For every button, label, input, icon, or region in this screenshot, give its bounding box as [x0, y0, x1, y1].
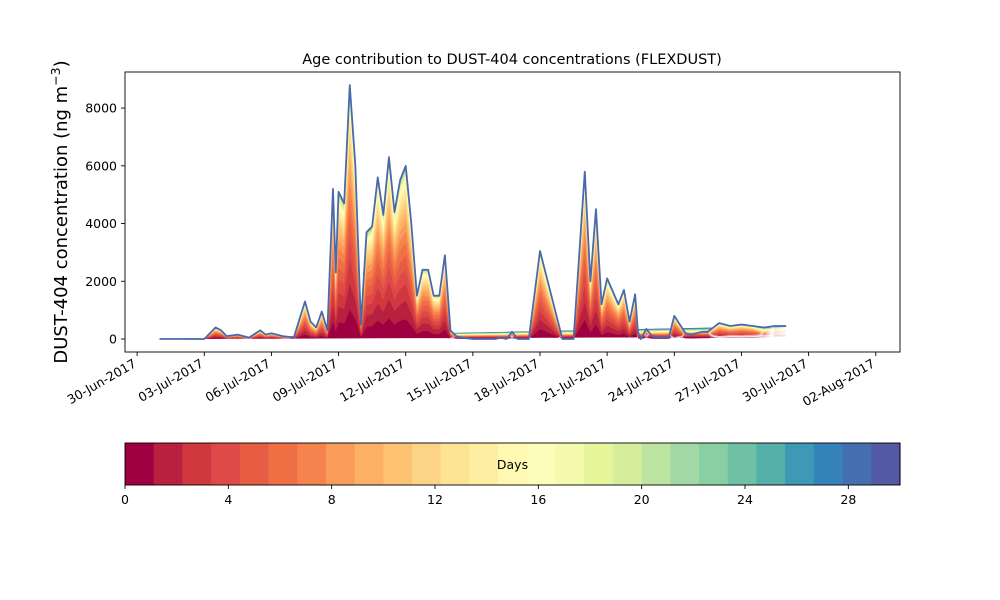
age-band-area-13 [159, 109, 787, 340]
svg-text:DUST-404 concentration (ng m−3: DUST-404 concentration (ng m−3) [48, 60, 72, 363]
age-band-area-4 [159, 216, 787, 340]
age-band-area-2 [159, 259, 787, 340]
colorbar-label: Days [497, 457, 528, 472]
age-band-area-24 [159, 85, 787, 340]
colorbar-tick-label: 0 [121, 492, 129, 507]
age-band-area-17 [159, 92, 787, 340]
age-band-area-3 [159, 237, 787, 340]
x-tick-label: 27-Jul-2017 [673, 356, 743, 405]
colorbar-swatch [412, 443, 442, 485]
colorbar-swatch [268, 443, 298, 485]
x-tick-label: 15-Jul-2017 [404, 356, 474, 405]
age-band-area-20 [159, 87, 787, 340]
age-band-area-22 [159, 85, 787, 340]
axes: 0200040006000800030-Jun-201703-Jul-20170… [64, 71, 901, 409]
colorbar-swatch [153, 443, 183, 485]
colorbar-swatch [699, 443, 729, 485]
age-band-area-21 [159, 86, 787, 340]
x-tick-label: 24-Jul-2017 [605, 356, 675, 405]
colorbar-swatch [297, 443, 327, 485]
age-band-area-16 [159, 95, 787, 340]
age-band-area-7 [159, 167, 787, 340]
colorbar-tick-label: 4 [224, 492, 232, 507]
colorbar-tick-label: 20 [634, 492, 650, 507]
colorbar-swatch [498, 443, 528, 485]
total-series-line [159, 84, 787, 340]
colorbar-swatch [871, 443, 901, 485]
x-tick-label: 18-Jul-2017 [471, 356, 541, 405]
colorbar-swatch [842, 443, 872, 485]
age-band-area-6 [159, 182, 787, 340]
colorbar-tick-label: 12 [427, 492, 443, 507]
colorbar-swatch [813, 443, 844, 485]
plot-area [159, 84, 787, 340]
age-band-area-11 [159, 123, 787, 340]
age-band-area-10 [159, 132, 787, 340]
y-tick-label: 2000 [85, 274, 117, 289]
y-tick-label: 8000 [85, 101, 117, 116]
chart-title: Age contribution to DUST-404 concentrati… [302, 52, 722, 68]
colorbar-tick-label: 28 [840, 492, 856, 507]
x-tick-label: 02-Aug-2017 [800, 356, 878, 409]
colorbar: Days 0 4 8 12 16 20 24 28 [121, 442, 901, 507]
colorbar-swatch [469, 443, 499, 485]
y-axis-label-exponent: −3 [48, 67, 63, 85]
age-band-area-23 [159, 85, 787, 340]
colorbar-swatch [727, 443, 758, 485]
y-tick-label: 6000 [85, 158, 117, 173]
colorbar-swatch [354, 443, 384, 485]
colorbar-tick-label: 24 [737, 492, 753, 507]
y-axis-label-text: DUST-404 concentration (ng m [51, 86, 72, 364]
x-tick-label: 09-Jul-2017 [270, 356, 340, 405]
colorbar-swatch [756, 443, 786, 485]
age-band-area-5 [159, 198, 787, 340]
age-band-area-19 [159, 88, 787, 340]
colorbar-swatch [239, 443, 270, 485]
age-band-area-14 [159, 103, 787, 340]
age-band-area-15 [159, 99, 787, 340]
colorbar-swatch [526, 443, 557, 485]
age-band-area-8 [159, 154, 787, 340]
x-tick-label: 30-Jun-2017 [64, 356, 138, 407]
colorbar-swatch [670, 443, 700, 485]
plot-frame [124, 71, 901, 353]
colorbar-swatch [383, 443, 413, 485]
age-band-area-12 [159, 116, 787, 340]
colorbar-tick-label: 8 [328, 492, 336, 507]
colorbar-swatch [555, 443, 585, 485]
colorbar-swatch [641, 443, 671, 485]
colorbar-swatch [785, 443, 815, 485]
age-band-area-26 [159, 84, 787, 340]
y-axis-label-close: ) [51, 60, 72, 67]
y-tick-label: 0 [109, 332, 117, 347]
x-tick-label: 03-Jul-2017 [135, 356, 205, 405]
colorbar-swatch [182, 443, 212, 485]
x-tick-label: 06-Jul-2017 [203, 356, 273, 405]
age-band-area-25 [159, 85, 787, 340]
x-tick-label: 12-Jul-2017 [337, 356, 407, 405]
y-tick-label: 4000 [85, 216, 117, 231]
x-tick-label: 21-Jul-2017 [538, 356, 608, 405]
colorbar-swatch [125, 443, 155, 485]
age-band-area-18 [159, 90, 787, 340]
colorbar-swatch [612, 443, 643, 485]
colorbar-frame [124, 442, 901, 486]
age-band-area-9 [159, 142, 787, 340]
colorbar-swatch [440, 443, 471, 485]
colorbar-swatch [584, 443, 614, 485]
y-axis-label: DUST-404 concentration (ng m−3) [48, 60, 72, 363]
colorbar-tick-label: 16 [530, 492, 546, 507]
colorbar-swatch [325, 443, 356, 485]
colorbar-swatch [211, 443, 241, 485]
